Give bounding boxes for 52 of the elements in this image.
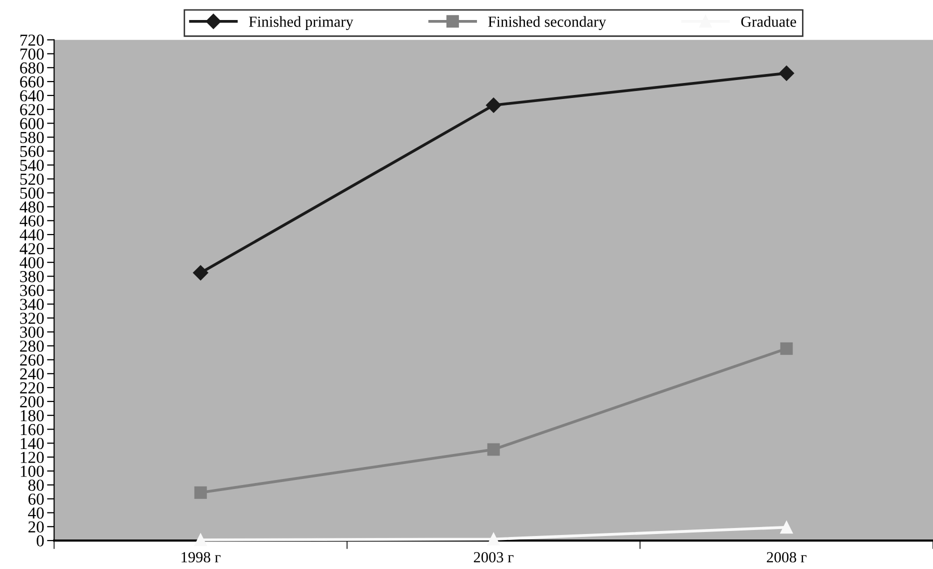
y-tick-label: 140 — [20, 438, 44, 450]
point — [194, 534, 207, 546]
x-tick-label: 2008 г — [766, 552, 806, 562]
point — [780, 342, 793, 355]
y-tick-label: 260 — [20, 354, 44, 366]
y-tick-label: 540 — [20, 160, 44, 171]
y-tick-label: 220 — [20, 382, 44, 394]
y-tick-label: 280 — [20, 340, 44, 352]
y-tick-label: 80 — [28, 480, 44, 491]
y-tick-label: 300 — [20, 326, 44, 338]
y-tick-label: 420 — [20, 243, 44, 254]
y-tick-label: 160 — [20, 424, 44, 436]
point — [194, 486, 207, 499]
y-tick-label: 520 — [20, 174, 44, 185]
y-tick-label: 620 — [20, 104, 44, 116]
legend-label: Finished primary — [248, 16, 354, 30]
y-tick-label: 580 — [20, 132, 44, 144]
y-tick-label: 40 — [28, 507, 44, 519]
y-tick-label: 240 — [20, 368, 44, 380]
y-tick-label: 200 — [20, 396, 44, 408]
y-tick-label: 20 — [28, 521, 44, 533]
x-tick-label: 1998 г — [182, 552, 221, 562]
y-tick-label: 120 — [20, 452, 44, 464]
y-tick-label: 480 — [20, 201, 44, 213]
y-tick-label: 320 — [20, 312, 44, 324]
y-tick-label: 640 — [20, 90, 44, 102]
y-tick-label: 680 — [20, 62, 44, 74]
y-tick-label: 400 — [20, 257, 44, 268]
point — [193, 265, 208, 280]
point — [780, 521, 793, 534]
legend-label: Finished secondary — [488, 16, 606, 30]
y-tick-label: 380 — [20, 270, 44, 282]
point — [486, 98, 502, 113]
y-tick-label: 560 — [20, 146, 44, 158]
y-tick-label: 340 — [20, 298, 44, 310]
y-tick-label: 720 — [20, 34, 44, 46]
legend-label: Graduate — [741, 16, 796, 27]
point — [487, 532, 500, 546]
y-tick-label: 440 — [20, 229, 44, 240]
y-tick-label: 460 — [20, 215, 44, 227]
x-tick-label: 2003 г — [474, 552, 514, 562]
y-tick-label: 660 — [20, 76, 44, 88]
y-tick-label: 0 — [36, 535, 44, 546]
y-tick-label: 360 — [20, 284, 44, 296]
y-tick-label: 700 — [20, 48, 44, 60]
y-tick-label: 60 — [28, 494, 44, 505]
point — [487, 443, 500, 456]
y-tick-label: 180 — [20, 410, 44, 422]
y-tick-label: 600 — [20, 118, 44, 130]
y-tick-label: 500 — [20, 188, 44, 199]
y-tick-label: 100 — [20, 466, 44, 477]
point — [778, 66, 794, 81]
